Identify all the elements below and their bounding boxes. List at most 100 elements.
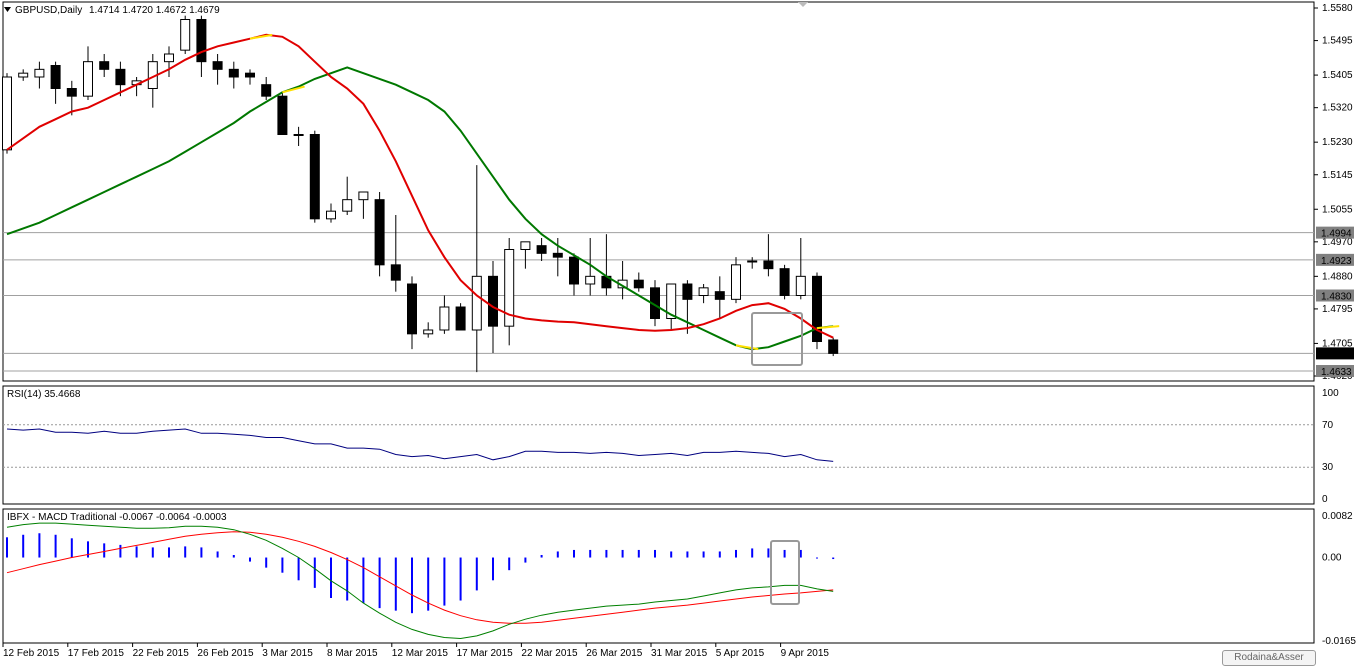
rsi-label: RSI(14) 35.4668 [7,389,81,400]
price-level-label: 1.4994 [1321,229,1352,240]
macd-layer [6,522,835,640]
price-level-box [1316,253,1354,266]
macd-histogram-bar [702,551,705,558]
macd-histogram-bar [168,547,170,558]
x-tick-label: 17 Mar 2015 [457,648,514,659]
macd-histogram-bar [184,546,187,558]
ohlc-label: 1.4714 1.4720 1.4672 1.4679 [89,5,220,16]
macd-histogram-bar [411,557,413,614]
rsi-tick-label: 0 [1322,494,1328,505]
x-tick-label: 9 Apr 2015 [781,648,830,659]
bear-candle [552,252,563,258]
bear-candle [536,245,547,254]
macd-histogram-bar [508,557,511,571]
macd-histogram-bar [654,549,656,558]
macd-histogram-bar [832,557,835,560]
bear-candle [779,268,790,296]
rsi-line [6,428,834,462]
bull-candle [795,275,806,297]
bear-candle [196,19,207,63]
macd-histogram-bar [556,551,559,558]
bear-candle [309,134,320,220]
scroll-marker-icon[interactable] [798,2,808,7]
macd-histogram-bar [670,551,673,558]
price-tick-label: 1.5055 [1322,204,1353,215]
price-tick-label: 1.4795 [1322,304,1353,315]
macd-histogram-bar [799,549,802,558]
bear-candle [66,88,77,97]
bear-candle [228,68,239,78]
x-tick-label: 31 Mar 2015 [651,648,708,659]
macd-histogram-bar [362,557,365,604]
macd-histogram-bar [443,557,446,606]
bear-candle [763,260,774,270]
price-level-label: 1.4679 [1321,349,1352,360]
price-tick-label: 1.5495 [1322,36,1353,47]
bull-candle [439,306,450,331]
bear-candle [99,61,110,70]
price-level-box [1316,226,1354,239]
price-level-label: 1.4830 [1321,292,1352,303]
macd-histogram-bar [637,549,640,558]
macd-histogram-bar [427,557,430,611]
rsi-panel-frame [2,385,1315,505]
macd-tick-label: -0.0165 [1322,636,1356,647]
macd-histogram-bar [87,541,89,558]
macd-histogram-bar [524,557,527,563]
macd-tick-label: 0.00 [1322,553,1342,564]
bull-candle [164,53,174,63]
bear-candle [828,339,839,354]
macd-line [6,522,834,640]
bull-candle [747,260,758,263]
bull-candle [731,264,741,300]
price-tick-label: 1.4970 [1322,237,1353,248]
macd-histogram-bar [394,557,397,611]
ma-highlight-segment [282,85,305,94]
price-tick-label: 1.4705 [1322,338,1353,349]
macd-label: IBFX - MACD Traditional -0.0067 -0.0064 … [7,512,227,523]
price-level-box [1316,347,1354,360]
macd-histogram-bar [751,548,754,558]
price-level-label: 1.4633 [1321,367,1352,378]
macd-histogram-bar [816,557,818,559]
bull-candle [358,191,369,201]
bull-candle [666,283,677,319]
bear-candle [277,95,288,135]
bull-candle [83,61,93,97]
macd-histogram-bar [216,551,219,558]
macd-histogram-bar [249,557,251,562]
macd-histogram-bar [6,537,8,558]
signal-line [6,531,834,624]
price-level-box [1316,365,1354,378]
macd-histogram-bar [589,549,592,558]
ma-fast-line [6,33,834,339]
macd-histogram-bar [200,547,203,558]
macd-histogram-bar [735,549,737,558]
bull-candle [504,249,515,327]
macd-histogram-bar [281,557,284,573]
bull-candle [342,199,353,212]
bull-candle [423,329,434,335]
ma-highlight-segment [735,344,759,351]
bear-candle [245,72,255,78]
price-tick-label: 1.5230 [1322,137,1353,148]
macd-histogram-bar [151,547,154,558]
bull-candle [293,134,304,136]
macd-histogram-bar [621,549,624,558]
price-tick-label: 1.5145 [1322,170,1353,181]
macd-histogram-bar [135,546,138,558]
candles-layer [2,15,839,373]
bull-candle [34,68,45,78]
bear-candle [812,275,822,343]
macd-histogram-bar [22,534,25,558]
macd-histogram-bar [783,549,786,558]
x-tick-label: 17 Feb 2015 [68,648,125,659]
bear-candle [115,68,126,86]
dropdown-arrow-icon[interactable] [4,7,11,12]
macd-histogram-bar [475,557,478,591]
x-tick-label: 22 Mar 2015 [521,648,578,659]
bear-candle [455,306,466,331]
bear-candle [488,275,498,327]
